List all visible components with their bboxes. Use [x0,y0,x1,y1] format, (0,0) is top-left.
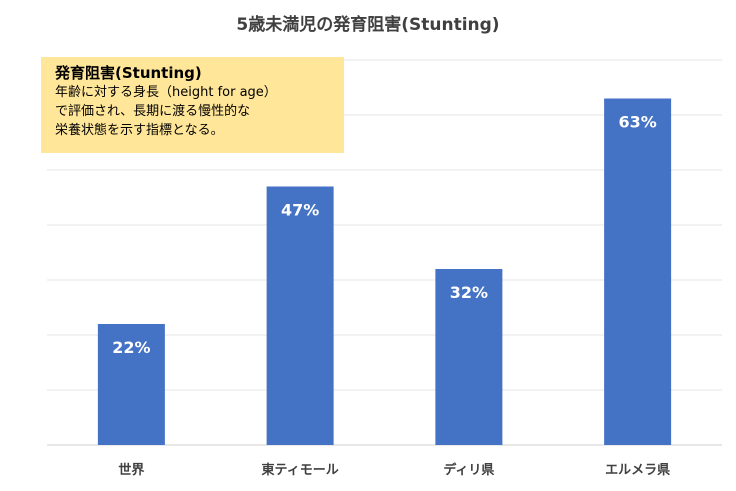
value-labels: 22% 47% 32% 63% [112,113,657,358]
category-label: ディリ県 [443,462,494,478]
value-label: 22% [112,338,150,357]
bar [435,269,503,445]
category-labels: 世界 東ティモール ディリ県 エルメラ県 [118,462,670,478]
annotation-box: 発育阻害(Stunting) 年齢に対する身長（height for age） … [41,57,344,153]
chart-title: 5歳未満児の発育阻害(Stunting) [236,15,500,35]
category-label: 東ティモール [262,462,339,478]
bar [266,186,334,445]
bar [604,98,672,445]
value-label: 32% [450,283,488,302]
category-label: 世界 [118,462,144,478]
value-label: 63% [618,113,656,132]
annotation-title: 発育阻害(Stunting) [55,64,202,82]
bar [97,324,165,445]
category-label: エルメラ県 [605,463,670,478]
value-label: 47% [281,201,319,220]
annotation-body: 年齢に対する身長（height for age） で評価され、長期に渡る慢性的な… [55,85,277,138]
bars [97,98,672,445]
